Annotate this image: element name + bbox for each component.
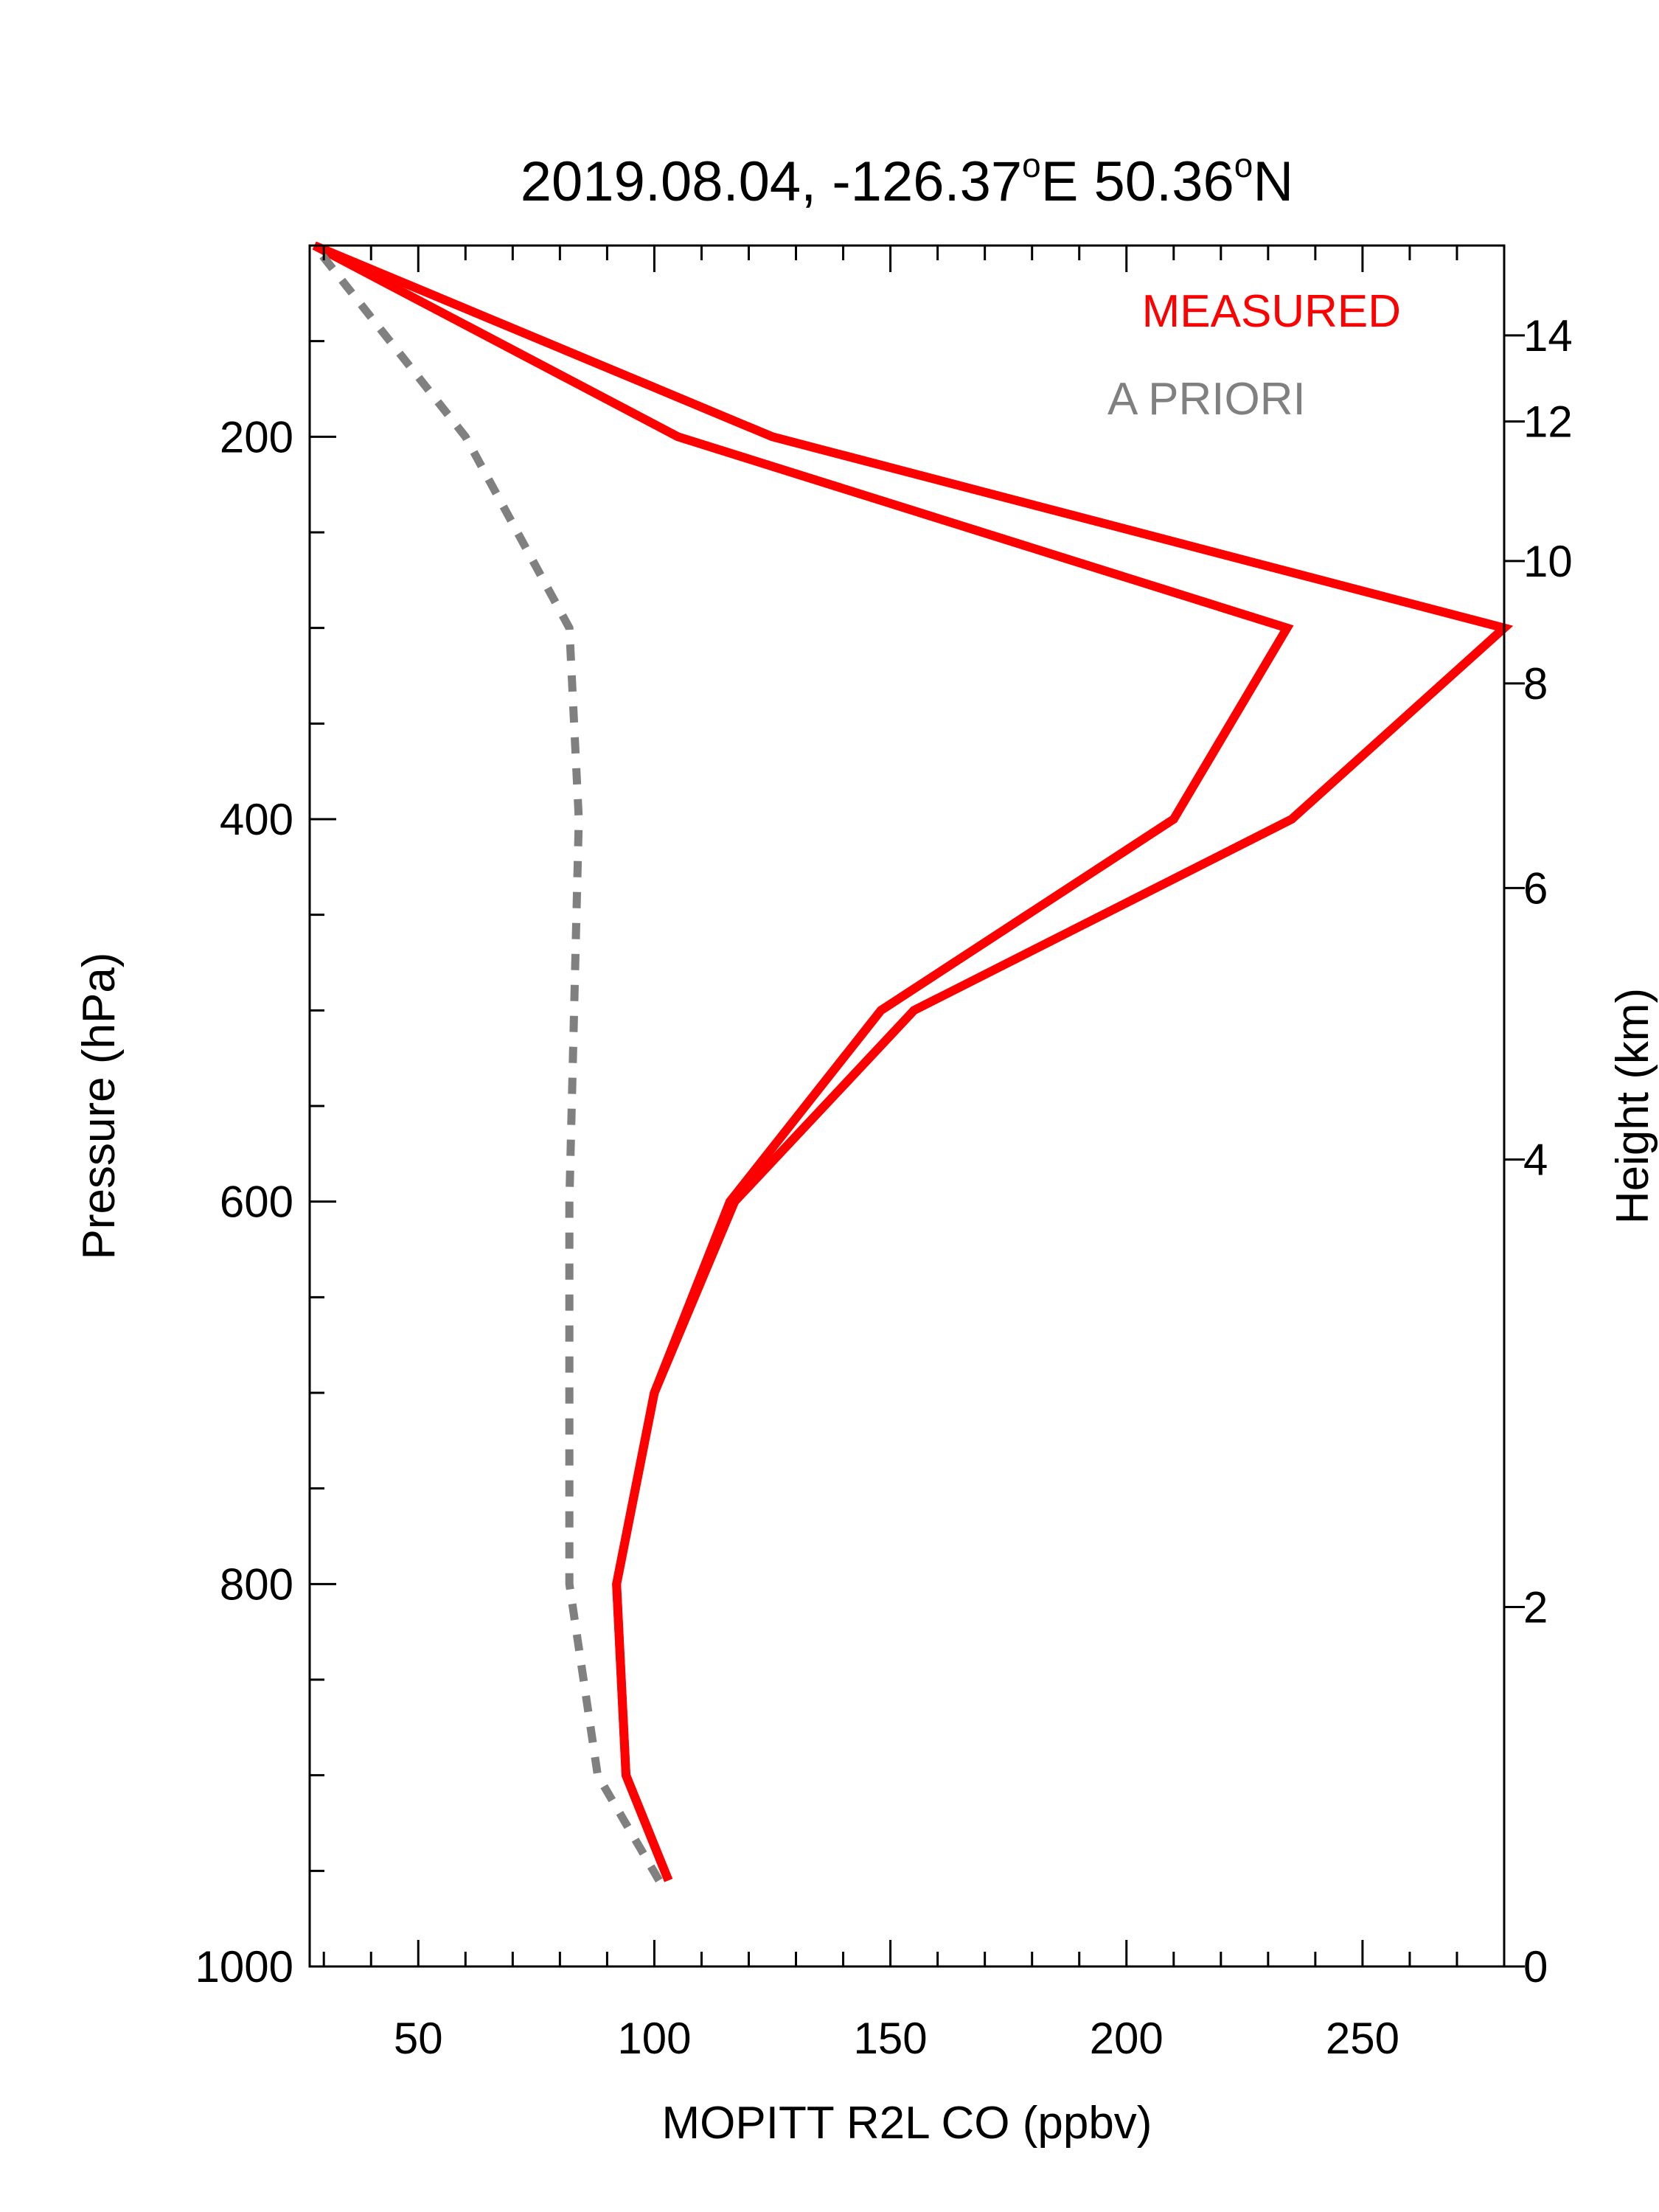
plot-area [311,241,1514,1883]
y-tick-label: 600 [220,1178,293,1227]
y2-tick-label: 6 [1523,863,1548,913]
x-tick-label: 150 [854,2014,928,2063]
y2-tick-label: 12 [1523,397,1573,447]
x-tick-label: 50 [394,2014,443,2063]
y-tick-label: 400 [220,795,293,844]
series-line-1 [313,241,1514,1882]
y2-tick-label: 8 [1523,659,1548,709]
plot-frame [308,244,1506,1968]
legend-measured: MEASURED [1142,286,1401,337]
x-axis-label: MOPITT R2L CO (ppbv) [662,2098,1152,2149]
y-axis-label: Pressure (hPa) [74,953,125,1260]
axes: 50 100 150 200 250 200 400 600 800 1000 0 2 4 6 8 10 12 1… [195,244,1573,2063]
y2-tick-label: 2 [1523,1582,1548,1632]
x-tick-label: 100 [617,2014,691,2063]
chart-title: 2019.08.04, -126.37oE 50.36oN [521,146,1293,213]
y2-tick-label: 0 [1523,1942,1548,1992]
legend-a-priori: A PRIORI [1107,374,1306,425]
y-tick-label: 800 [220,1559,293,1609]
title-tail: N [1253,150,1293,213]
y-tick-label: 200 [220,412,293,462]
y2-tick-label: 4 [1523,1135,1548,1185]
title-degree-1: o [1022,146,1041,184]
title-degree-2: o [1234,146,1253,184]
y-tick-label: 1000 [195,1942,293,1992]
title-mid: E 50.36 [1041,150,1234,213]
series-line-2 [311,243,663,1883]
y2-axis-label: Height (km) [1607,988,1658,1224]
x-tick-label: 200 [1090,2014,1164,2063]
x-tick-label: 250 [1326,2014,1399,2063]
y2-tick-label: 10 [1523,537,1573,586]
y2-tick-label: 14 [1523,311,1573,361]
series-line-0 [312,241,1294,1882]
title-lead: 2019.08.04, -126.37 [521,150,1022,213]
